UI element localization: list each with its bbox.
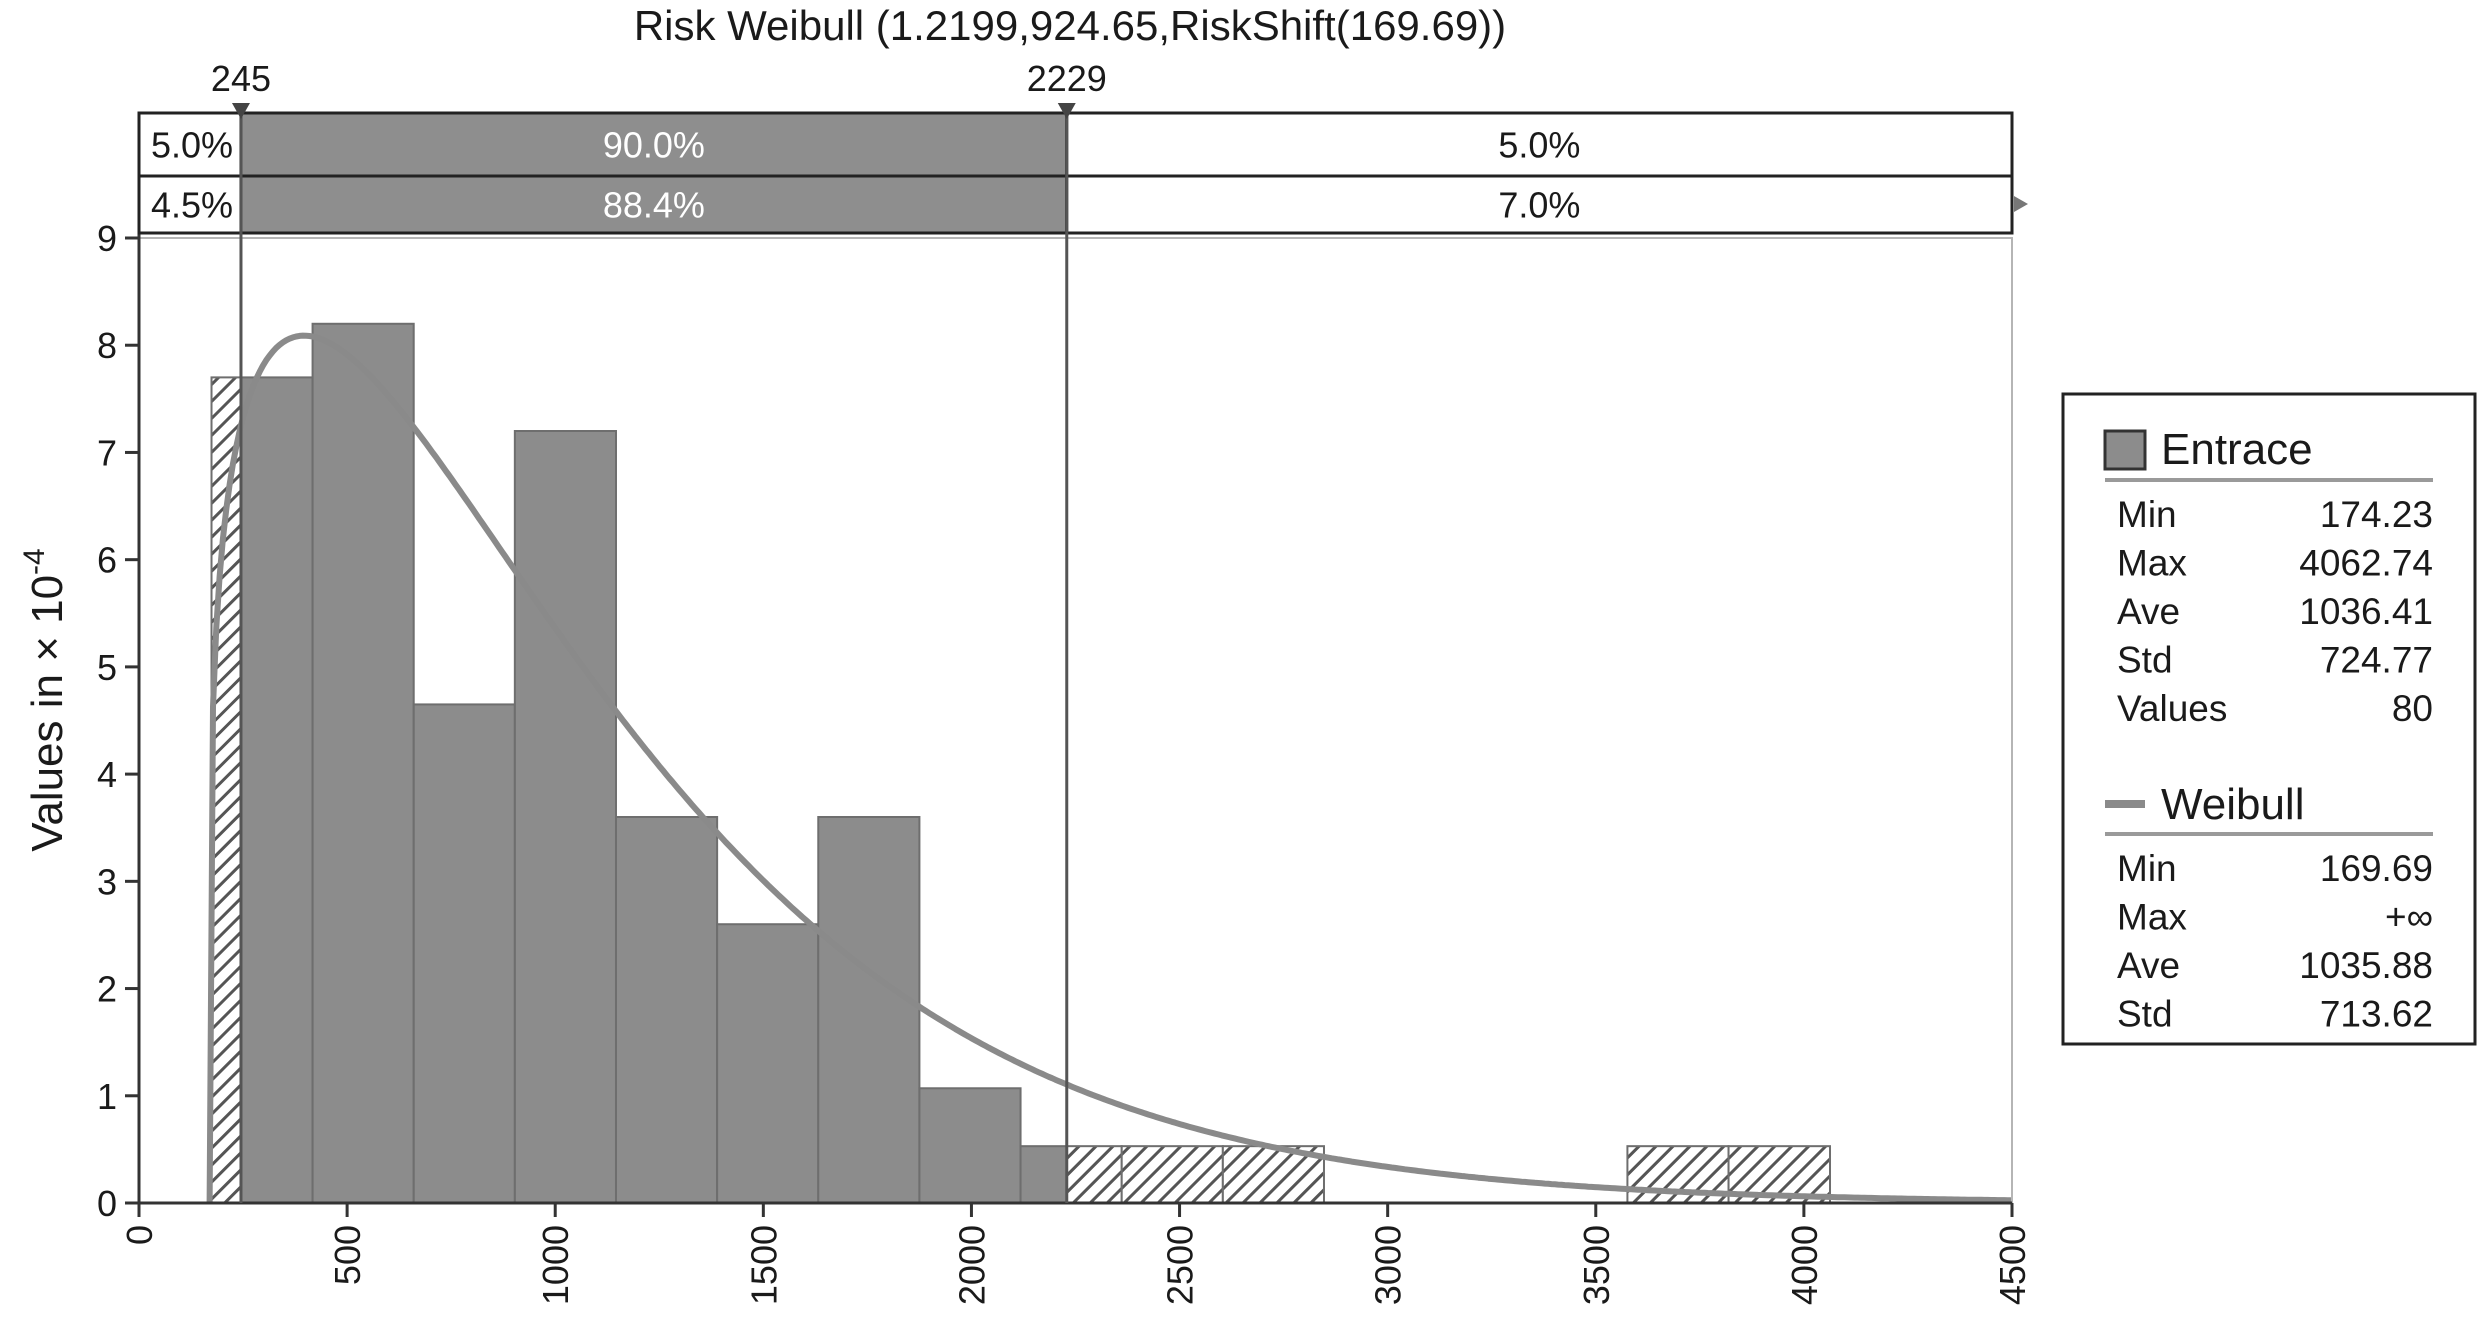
x-tick-label: 0 <box>119 1225 160 1245</box>
x-tick-label: 4000 <box>1784 1225 1825 1305</box>
histogram-bars <box>210 322 1832 1205</box>
y-tick-label: 9 <box>97 218 117 259</box>
band-left-cell <box>137 174 243 235</box>
legend-stat-label: Max <box>2117 897 2187 938</box>
legend-stat-label: Std <box>2117 994 2173 1035</box>
histogram-bar <box>311 322 415 1204</box>
legend-stat-value: 80 <box>2392 688 2433 729</box>
histogram-bar <box>817 816 921 1204</box>
legend-stat-label: Max <box>2117 543 2187 584</box>
band-middle-label: 90.0% <box>603 125 705 166</box>
histogram-bar <box>239 376 314 1204</box>
x-tick-label: 4500 <box>1992 1225 2033 1305</box>
histogram-bar <box>918 1087 1022 1204</box>
y-tick-label: 7 <box>97 432 117 473</box>
band-middle-label: 88.4% <box>603 185 705 226</box>
histogram-bar <box>412 703 516 1205</box>
x-tick-label: 1000 <box>535 1225 576 1305</box>
percentile-markers: 245 2229 <box>211 58 1107 1203</box>
y-tick-label: 4 <box>97 754 117 795</box>
y-axis-label-text: Values in × 10 <box>23 575 72 852</box>
marker-label: 245 <box>211 58 271 99</box>
legend-stat-label: Min <box>2117 494 2177 535</box>
y-tick-label: 3 <box>97 861 117 902</box>
legend-stat-label: Std <box>2117 640 2173 681</box>
legend-stat-label: Ave <box>2117 591 2180 632</box>
x-tick-label: 2000 <box>951 1225 992 1305</box>
band-right-label: 5.0% <box>1498 125 1580 166</box>
weibull-curve-layer <box>206 332 2011 1204</box>
x-tick-label: 500 <box>327 1225 368 1285</box>
histogram-bar-tail <box>1065 1145 1123 1205</box>
y-tick-label: 6 <box>97 540 117 581</box>
x-tick-label: 2500 <box>1160 1225 1201 1305</box>
legend-stat-value: 724.77 <box>2320 640 2433 681</box>
y-tick-label: 8 <box>97 325 117 366</box>
marker-handle <box>1057 103 1076 119</box>
axes: 0 1 2 3 4 5 6 7 8 9 0 500 1000 1500 2000 2500 3000 3500 40… <box>97 218 2033 1305</box>
y-tick-label: 1 <box>97 1076 117 1117</box>
y-axis-label: Values in × 10-4 <box>18 548 72 852</box>
histogram-bar <box>716 923 820 1204</box>
y-axis-label-exponent: -4 <box>18 548 51 575</box>
legend-stat-label: Ave <box>2117 945 2180 986</box>
legend-stat-label: Values <box>2117 688 2227 729</box>
band-right-cell <box>1065 174 2014 235</box>
legend-series-name: Weibull <box>2161 780 2304 829</box>
percentile-bands: 5.0% 90.0% 5.0% 4.5% 88.4% 7.0% <box>137 111 2028 235</box>
histogram-bar <box>614 816 719 1204</box>
legend-swatch-bars <box>2103 429 2147 471</box>
legend-stat-value: 1036.41 <box>2299 591 2433 632</box>
legend-series-name: Entrace <box>2161 425 2313 474</box>
band-edge-handle <box>2014 196 2028 212</box>
marker-handle <box>231 103 250 119</box>
band-right-label: 7.0% <box>1498 185 1580 226</box>
legend-stat-value: 1035.88 <box>2299 945 2433 986</box>
chart-title: Risk Weibull (1.2199,924.65,RiskShift(16… <box>634 2 1506 49</box>
legend-stat-value: 169.69 <box>2320 848 2433 889</box>
y-tick-label: 0 <box>97 1183 117 1224</box>
histogram-bar-tail <box>1120 1145 1224 1205</box>
band-left-label: 4.5% <box>151 185 233 226</box>
weibull-curve <box>206 332 2011 1204</box>
legend-stat-value: 713.62 <box>2320 994 2433 1035</box>
legend-stat-value: +∞ <box>2385 897 2433 938</box>
y-tick-label: 2 <box>97 969 117 1010</box>
legend: Entrace Min 174.23 Max 4062.74 Ave 1036.41 Std 7… <box>2061 392 2477 1046</box>
marker-label: 2229 <box>1027 58 1107 99</box>
legend-stat-value: 4062.74 <box>2299 543 2433 584</box>
band-left-label: 5.0% <box>151 125 233 166</box>
y-tick-label: 5 <box>97 647 117 688</box>
x-tick-label: 1500 <box>743 1225 784 1305</box>
histogram-bar <box>1019 1145 1068 1205</box>
legend-stat-label: Min <box>2117 848 2177 889</box>
histogram-bar <box>513 430 617 1204</box>
legend-stat-value: 174.23 <box>2320 494 2433 535</box>
legend-box <box>2061 392 2477 1046</box>
x-tick-label: 3500 <box>1576 1225 1617 1305</box>
x-tick-label: 3000 <box>1368 1225 1409 1305</box>
